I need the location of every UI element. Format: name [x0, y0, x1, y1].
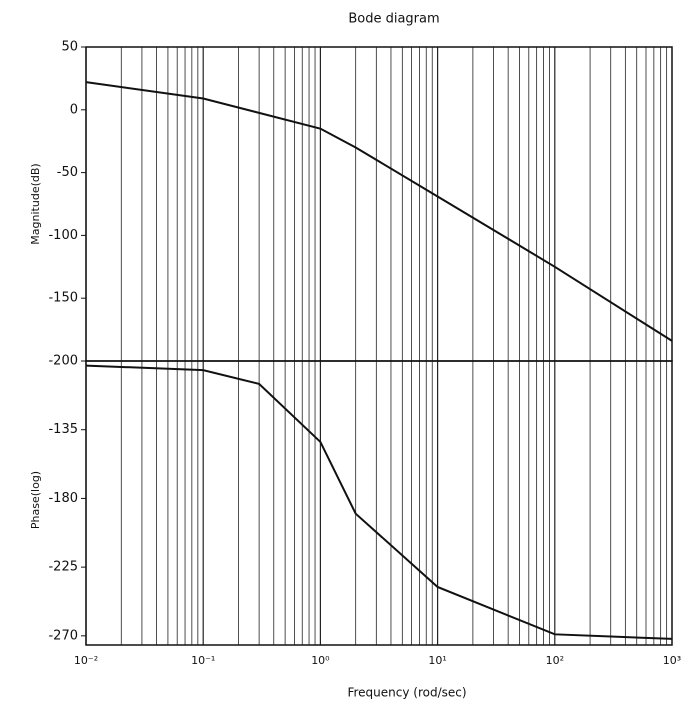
y-tick-label: -50 [57, 165, 78, 180]
y-tick-label: -270 [48, 628, 78, 643]
y-tick-label: -180 [48, 491, 78, 506]
y-axis-label: Phase(log) [29, 471, 42, 529]
y-tick-label: -135 [48, 422, 78, 437]
x-tick-label: 10¹ [428, 654, 446, 667]
y-tick-label: -225 [48, 560, 78, 575]
y-tick-label: -100 [48, 228, 78, 243]
data-line [85, 364, 673, 640]
x-tick-label: 10² [546, 654, 564, 667]
data-line [85, 81, 673, 342]
y-tick-label: 50 [61, 40, 78, 55]
x-tick-label: 10⁻¹ [191, 654, 215, 667]
plot-frame [85, 360, 673, 646]
y-axis-label: Magnitude(dB) [29, 163, 42, 244]
y-tick-label: -150 [48, 291, 78, 306]
x-tick-label: 10⁰ [311, 654, 330, 667]
x-tick-label: 10³ [663, 654, 681, 667]
y-tick-label: -200 [48, 354, 78, 369]
x-tick-label: 10⁻² [74, 654, 98, 667]
y-tick-label: 0 [70, 102, 78, 117]
chart-title: Bode diagram [348, 12, 439, 27]
x-axis-label: Frequency (rod/sec) [347, 686, 466, 700]
